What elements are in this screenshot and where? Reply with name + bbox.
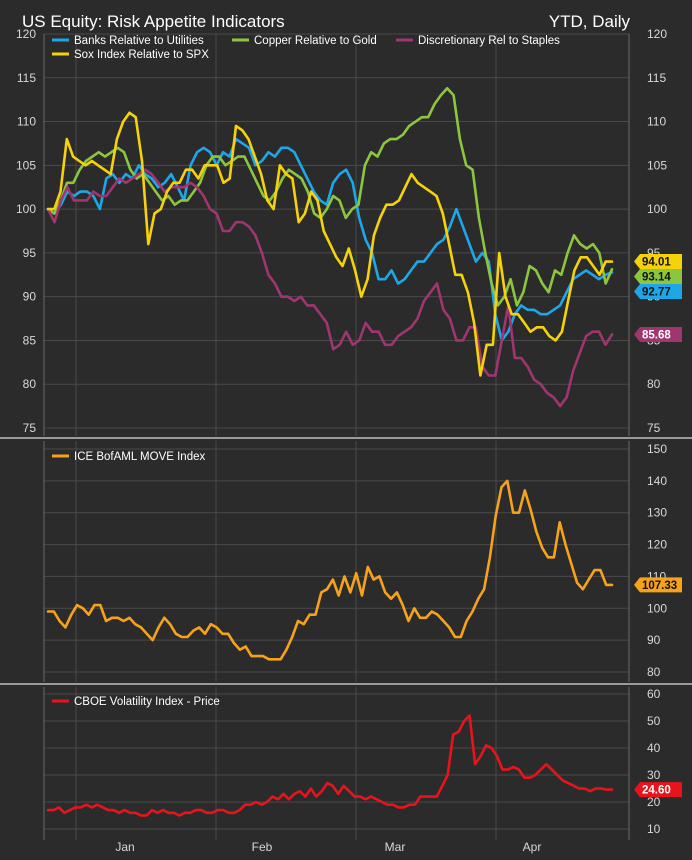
y-tick-label-right: 120 — [647, 27, 667, 41]
y-tick-label-right: 105 — [647, 158, 667, 172]
y-tick-label-right: 75 — [647, 421, 661, 435]
y-tick-label-right: 20 — [647, 795, 661, 809]
y-tick-label-right: 120 — [647, 538, 667, 552]
last-value-badge-bg — [634, 577, 682, 593]
y-tick-label-right: 130 — [647, 506, 667, 520]
y-tick-label-right: 110 — [647, 115, 666, 129]
series-line-ice-bofaml-move-index — [46, 479, 614, 661]
last-value-badge-bg — [634, 269, 682, 285]
y-tick-label-left: 85 — [23, 333, 37, 347]
x-tick-label: Mar — [385, 840, 406, 854]
y-tick-label-left: 110 — [17, 115, 36, 129]
series-line-cboe-volatility-index-price — [46, 714, 614, 817]
x-tick-label: Feb — [252, 840, 273, 854]
last-value-badge-cboe-volatility-index-price: 24.60 — [634, 782, 682, 798]
y-tick-label-left: 75 — [23, 421, 37, 435]
legend-label-discretionary-rel-to-staples: Discretionary Rel to Staples — [418, 35, 560, 47]
y-tick-label-right: 90 — [647, 633, 661, 647]
y-tick-label-right: 60 — [647, 687, 661, 701]
last-value-badge-ice-bofaml-move-index: 107.33 — [634, 577, 682, 593]
y-tick-label-left: 115 — [17, 71, 36, 85]
y-tick-label-right: 150 — [647, 442, 667, 456]
y-tick-label-left: 100 — [16, 202, 36, 216]
legend-label-sox-index-relative-to-spx: Sox Index Relative to SPX — [74, 49, 209, 61]
last-value-label: 92.77 — [642, 287, 671, 299]
last-value-label: 85.68 — [642, 329, 671, 341]
last-value-badge-bg — [634, 782, 682, 798]
y-tick-label-right: 140 — [647, 474, 667, 488]
last-value-badge-discretionary-rel-to-staples: 85.68 — [634, 326, 682, 342]
y-tick-label-left: 105 — [16, 158, 36, 172]
y-tick-label-left: 80 — [23, 377, 37, 391]
y-tick-label-right: 80 — [647, 377, 661, 391]
last-value-badge-copper-relative-to-gold: 93.14 — [634, 269, 682, 285]
last-value-badge-bg — [634, 254, 682, 270]
y-tick-label-right: 100 — [647, 601, 667, 615]
y-tick-label-right: 50 — [647, 714, 661, 728]
last-value-badge-sox-index-relative-to-spx: 94.01 — [634, 254, 682, 270]
panel-vix: 10 20 30 40 50 60 CBOE Volatility Index - Pric… — [43, 687, 682, 840]
last-value-label: 93.14 — [642, 272, 671, 284]
y-tick-label-left: 90 — [23, 290, 37, 304]
y-tick-label-right: 40 — [647, 741, 661, 755]
x-tick-label: Jan — [115, 840, 134, 854]
y-tick-label-right: 100 — [647, 202, 667, 216]
chart-period: YTD, Daily — [549, 12, 631, 31]
y-tick-label-right: 80 — [647, 665, 661, 679]
y-tick-label-right: 115 — [647, 71, 666, 85]
panel-risk: 7575808085859090959510010010510511011011… — [16, 27, 682, 436]
last-value-badge-bg — [634, 326, 682, 342]
last-value-label: 107.33 — [642, 580, 677, 592]
last-value-badge-banks-relative-to-utilities: 92.77 — [634, 284, 682, 300]
last-value-label: 94.01 — [642, 257, 671, 269]
y-tick-label-right: 10 — [647, 822, 661, 836]
y-tick-label-left: 95 — [23, 246, 37, 260]
legend-label-banks-relative-to-utilities: Banks Relative to Utilities — [74, 35, 204, 47]
chart-title: US Equity: Risk Appetite Indicators — [22, 12, 285, 31]
series-line-sox-index-relative-to-spx — [46, 111, 614, 377]
x-axis: Jan Feb Mar Apr — [115, 840, 541, 854]
y-tick-label-right: 30 — [647, 768, 661, 782]
y-tick-label-left: 120 — [16, 27, 36, 41]
legend-label-cboe-volatility-index-price: CBOE Volatility Index - Price — [74, 696, 220, 708]
last-value-label: 24.60 — [642, 785, 671, 797]
chart-panels: 7575808085859090959510010010510511011011… — [0, 27, 692, 840]
legend-label-copper-relative-to-gold: Copper Relative to Gold — [254, 35, 377, 47]
x-tick-label: Apr — [523, 840, 542, 854]
legend-label-ice-bofaml-move-index: ICE BofAML MOVE Index — [74, 451, 205, 463]
last-value-badge-bg — [634, 284, 682, 300]
